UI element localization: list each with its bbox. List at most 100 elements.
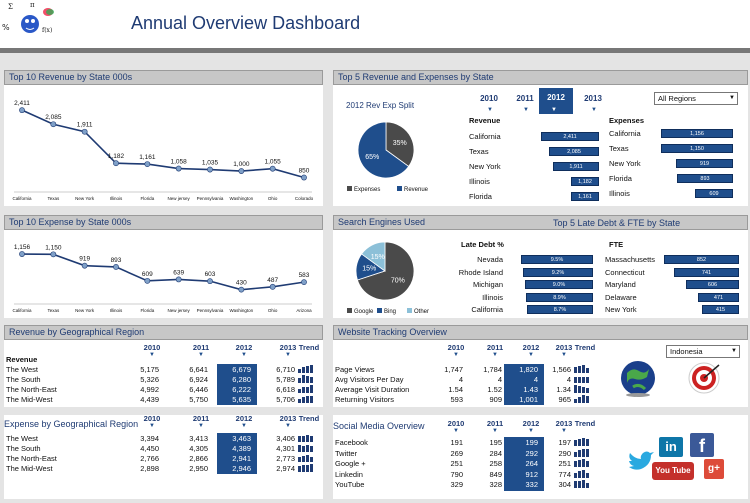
- region-value: All Regions: [658, 94, 696, 103]
- trend-sparkbars: [298, 454, 313, 462]
- revenue-by-region-panel: Revenue by Geographical Region 2010 ▼ 2011…: [4, 325, 323, 407]
- row-label: The West: [6, 434, 38, 443]
- data-label: 1,156: [14, 244, 31, 251]
- trend-bar: [298, 436, 301, 442]
- cell-value: 197: [558, 438, 571, 447]
- tick-label: New jersey: [168, 308, 191, 313]
- pie-slice: [357, 121, 410, 179]
- trend-bar: [574, 451, 577, 457]
- chevron-down-icon[interactable]: ▼: [528, 352, 534, 358]
- year-button-2012[interactable]: 2012: [539, 88, 573, 114]
- fte-header: FTE: [609, 240, 624, 249]
- cell-value: 965: [558, 395, 571, 404]
- trend-bar: [302, 375, 305, 383]
- legend-label: Google: [354, 309, 374, 315]
- trend-bar: [302, 446, 305, 452]
- row-label: Google +: [335, 459, 366, 468]
- year-button-2013[interactable]: 2013: [584, 94, 602, 103]
- year-header: 2013: [555, 343, 573, 352]
- trend-sparkbars: [298, 365, 313, 373]
- cell-value: 328: [489, 480, 502, 489]
- country-dropdown[interactable]: Indonesia ▼: [666, 345, 740, 358]
- panel-title: Expense by Geographical Region: [4, 419, 139, 429]
- linkedin-icon: in: [659, 437, 683, 457]
- chevron-down-icon: ▼: [591, 107, 597, 113]
- cell-value: 195: [489, 438, 502, 447]
- cell-value: 284: [489, 448, 502, 458]
- state-label: Michigan: [472, 280, 503, 289]
- trend-bar: [306, 396, 309, 403]
- data-label: 1,055: [265, 159, 282, 166]
- cell-value: 5,706: [276, 395, 295, 404]
- year-header: 2012: [522, 419, 540, 428]
- trend-bar: [302, 397, 305, 403]
- cell-value: 2,866: [189, 454, 208, 463]
- trend-bar: [574, 399, 577, 403]
- chevron-down-icon[interactable]: ▼: [198, 423, 204, 429]
- chevron-down-icon[interactable]: ▼: [241, 423, 247, 429]
- trend-bar: [298, 466, 301, 472]
- tick-label: Washington: [230, 308, 254, 313]
- row-label: The Mid-West: [6, 464, 53, 473]
- state-label: California: [471, 305, 503, 314]
- chevron-down-icon[interactable]: ▼: [285, 423, 291, 429]
- globe-icon: [621, 361, 655, 397]
- chevron-down-icon[interactable]: ▼: [528, 428, 534, 434]
- year-button-2010[interactable]: 2010: [480, 94, 498, 103]
- data-label: 2,411: [14, 100, 30, 107]
- chevron-down-icon[interactable]: ▼: [149, 423, 155, 429]
- cell-value: 1.43: [523, 385, 538, 394]
- row-label: Returning Visitors: [335, 395, 395, 404]
- trend-bar: [310, 377, 313, 383]
- cell-value: 4: [566, 375, 571, 384]
- cell-value: 790: [450, 469, 463, 479]
- legend-label: Bing: [384, 309, 396, 315]
- cell-value: 292: [525, 448, 538, 458]
- slice-label: 65%: [365, 154, 379, 161]
- chevron-down-icon[interactable]: ▼: [561, 428, 567, 434]
- trend-bar: [298, 445, 301, 452]
- trend-bar: [298, 369, 301, 373]
- state-label: Florida: [469, 192, 492, 201]
- bar: 741: [674, 267, 739, 277]
- cell-value: 2,766: [140, 454, 159, 463]
- chevron-down-icon[interactable]: ▼: [285, 352, 291, 358]
- tick-label: Florida: [140, 196, 154, 201]
- data-point: [238, 286, 245, 293]
- cell-value: 199: [525, 438, 538, 447]
- year-header: 2011: [486, 419, 504, 428]
- data-label: 1,182: [108, 153, 125, 160]
- trend-bar: [310, 446, 313, 452]
- chevron-down-icon[interactable]: ▼: [561, 352, 567, 358]
- bar: 1,161: [571, 192, 599, 201]
- trend-sparkbars: [298, 395, 313, 403]
- chevron-down-icon[interactable]: ▼: [453, 428, 459, 434]
- data-point: [301, 279, 307, 286]
- chevron-down-icon[interactable]: ▼: [453, 352, 459, 358]
- cell-value: 5,635: [232, 395, 251, 404]
- region-dropdown[interactable]: All Regions ▼: [654, 92, 738, 105]
- trend-bar: [310, 385, 313, 393]
- chevron-down-icon[interactable]: ▼: [492, 428, 498, 434]
- trend-bar: [582, 448, 585, 457]
- cell-value: 4,305: [189, 444, 208, 453]
- cell-value: 5,789: [276, 375, 295, 384]
- tick-label: Florida: [140, 308, 154, 313]
- cell-value: 1.34: [556, 385, 571, 394]
- year-button-2011[interactable]: 2011: [516, 94, 534, 103]
- bar: 609: [695, 189, 733, 198]
- chevron-down-icon[interactable]: ▼: [149, 352, 155, 358]
- pie-slice: [385, 121, 415, 168]
- highlight-column: [217, 364, 257, 405]
- bar: 471: [698, 292, 739, 302]
- chevron-down-icon[interactable]: ▼: [241, 352, 247, 358]
- tick-label: New jersey: [168, 196, 191, 201]
- data-point: [238, 168, 245, 174]
- data-label: 430: [236, 280, 247, 287]
- trend-bar: [582, 469, 585, 478]
- chevron-down-icon[interactable]: ▼: [492, 352, 498, 358]
- chevron-down-icon[interactable]: ▼: [198, 352, 204, 358]
- row-header: Revenue: [6, 355, 38, 364]
- target-icon: [688, 362, 720, 394]
- trend-sparkbars: [574, 365, 589, 373]
